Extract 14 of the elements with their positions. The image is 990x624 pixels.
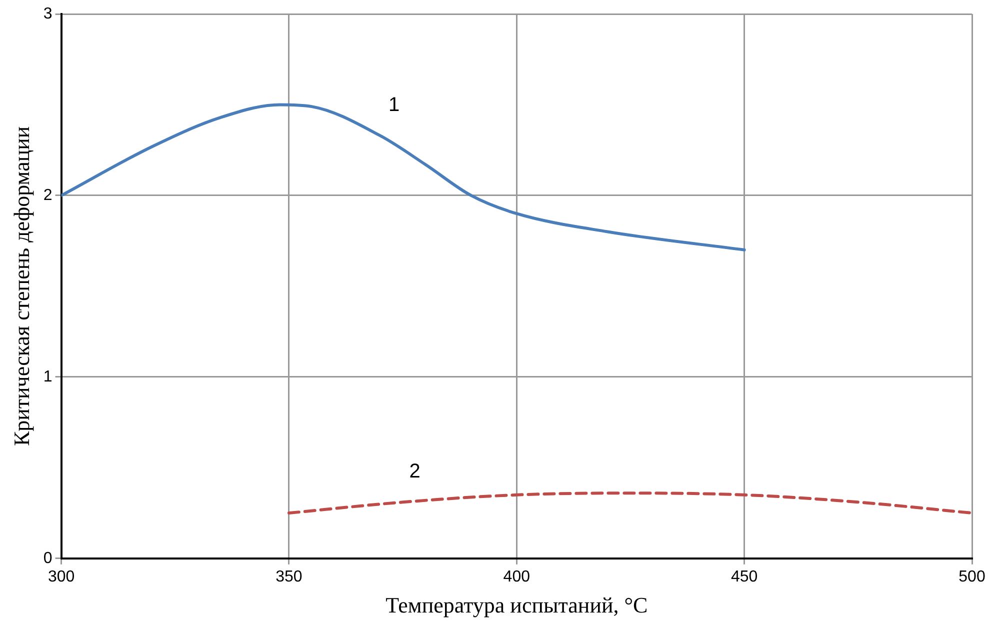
y-axis-title: Критическая степень деформации	[8, 126, 34, 446]
x-axis-title: Температура испытаний, °C	[386, 592, 648, 618]
x-tick-label: 350	[276, 568, 302, 586]
line-series	[287, 492, 972, 515]
y-tick-label: 2	[43, 186, 52, 204]
x-tick-label: 450	[730, 568, 758, 586]
series-label: 2	[409, 460, 420, 483]
y-tick-label: 3	[43, 5, 52, 22]
y-tick-label: 1	[43, 368, 52, 386]
x-tick-label: 500	[958, 568, 986, 586]
series-label: 1	[388, 94, 400, 116]
x-tick-label: 400	[503, 568, 530, 586]
y-tick-label: 0	[43, 550, 52, 567]
x-tick-label: 300	[48, 568, 75, 586]
